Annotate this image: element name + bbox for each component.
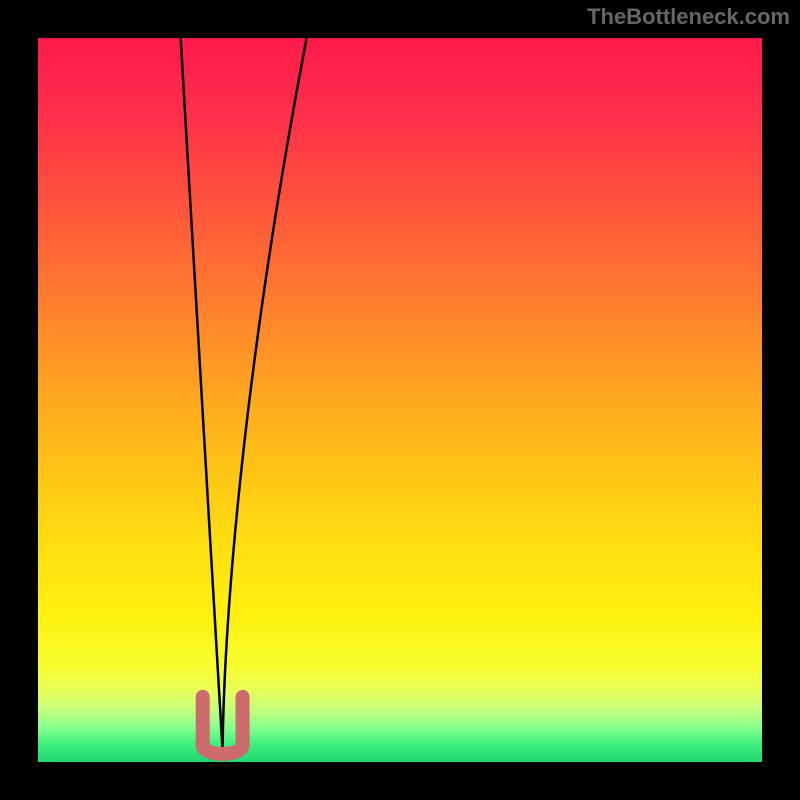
curve-left-branch bbox=[181, 38, 223, 751]
watermark-text: TheBottleneck.com bbox=[587, 4, 790, 30]
curve-right-branch bbox=[223, 38, 307, 751]
bottleneck-curve-overlay bbox=[38, 38, 762, 762]
chart-container: TheBottleneck.com bbox=[0, 0, 800, 800]
plot-area bbox=[38, 38, 762, 762]
